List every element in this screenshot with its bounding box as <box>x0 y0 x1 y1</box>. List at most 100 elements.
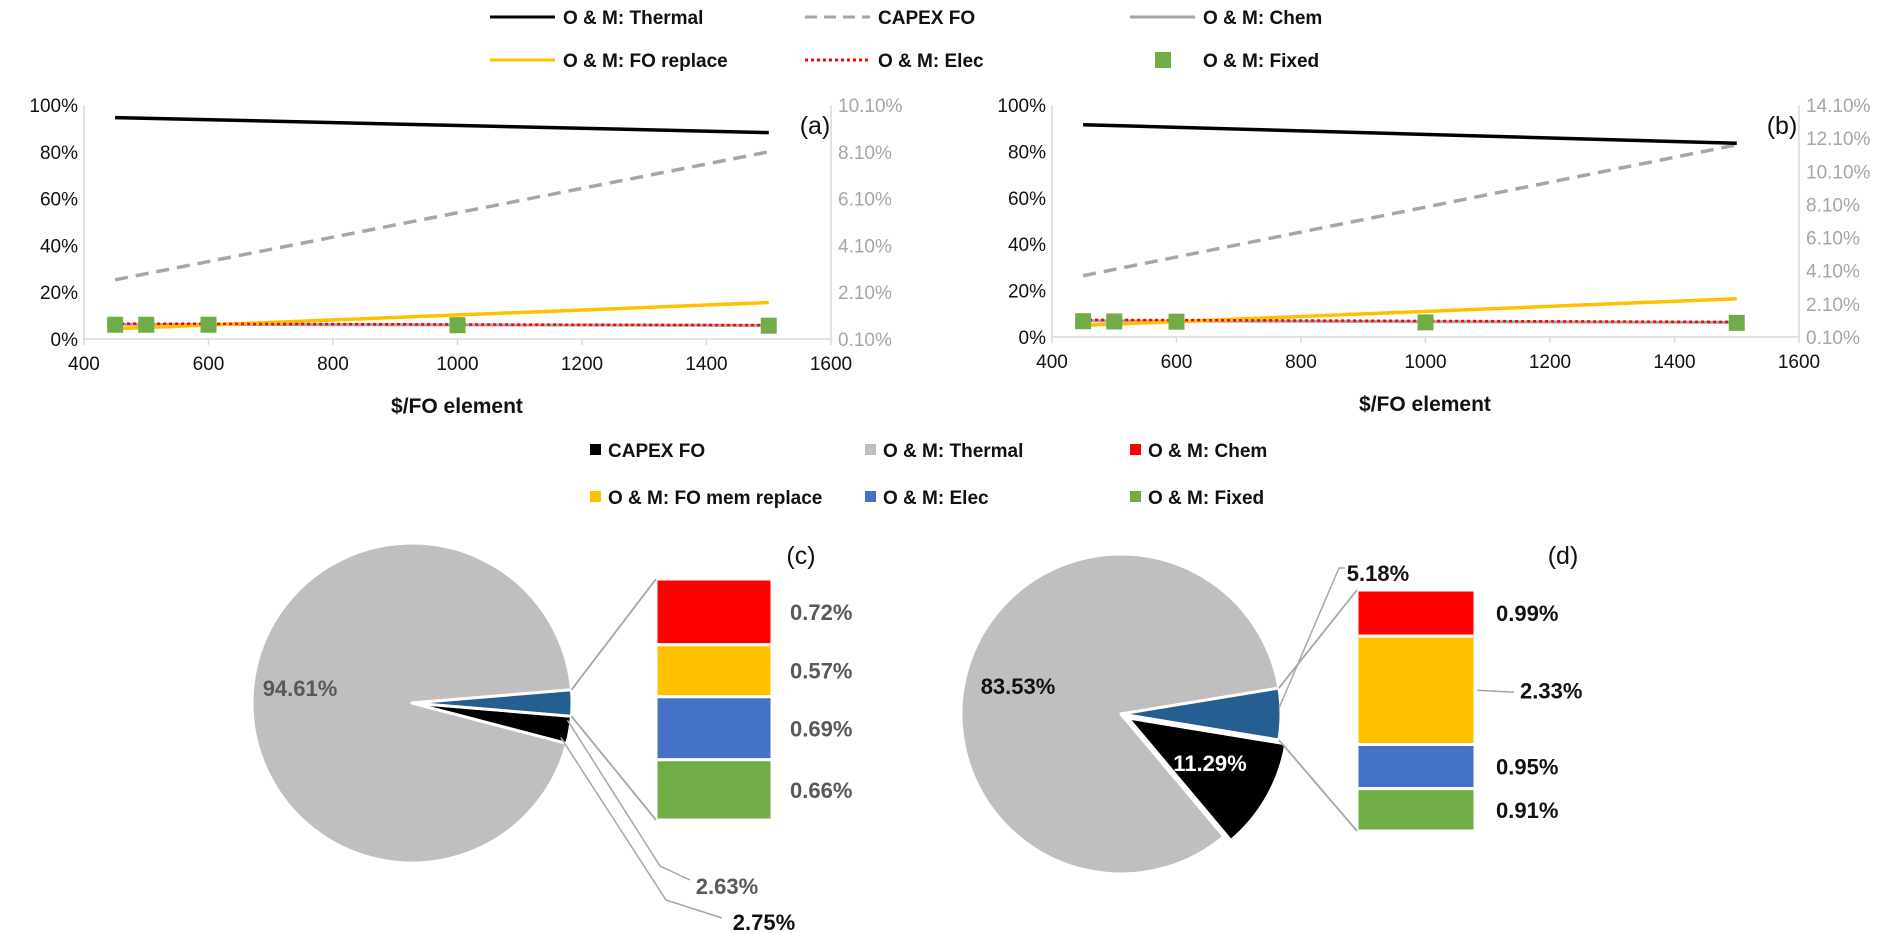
pie-leader-other <box>1278 567 1345 709</box>
breakdown-label-o-m-fo-mem-replace: 0.57% <box>790 659 852 684</box>
pie-label-thermal: 83.53% <box>981 674 1056 699</box>
breakdown-label-o-m-fo-mem-replace: 2.33% <box>1520 678 1582 703</box>
bar-of-pie-connector-top <box>570 578 657 691</box>
series-o-m-fixed-marker <box>760 317 777 334</box>
breakdown-leader-line <box>1476 689 1515 694</box>
series-o-m-fixed-marker <box>1168 313 1185 330</box>
right-y-tick-label: 0.10% <box>1806 328 1860 349</box>
line-chart-legend: O & M: Thermal CAPEX FO O & M: Chem O & M: … <box>490 8 1322 72</box>
breakdown-bar-o-m-elec <box>1355 742 1477 791</box>
right-y-tick-label: 2.10% <box>1806 295 1860 316</box>
series-o-m-fixed-marker <box>138 316 155 333</box>
line-chart-a: 400 600 800 1000 1200 1400 1600 0% 20% 40% 60% 80% 1… <box>29 96 902 418</box>
breakdown-bar-o-m-chem <box>654 577 774 647</box>
pie-label-other: 5.18% <box>1347 561 1409 586</box>
breakdown-bar-o-m-fixed <box>654 758 774 822</box>
pie-legend-o-m-fo-mem-replace-swatch <box>590 491 601 502</box>
pie-legend-capex-fo-swatch <box>590 444 601 455</box>
bar-of-pie-connector-bottom <box>1278 739 1358 832</box>
left-y-tick-label: 20% <box>40 283 78 304</box>
breakdown-label-o-m-fixed: 0.91% <box>1496 798 1558 823</box>
right-y-tick-label: 12.10% <box>1806 129 1871 150</box>
pie-legend-o-m-elec-label: O & M: Elec <box>883 488 989 509</box>
pie-label-capex-fo: 2.75% <box>733 910 795 933</box>
x-tick-label: 1200 <box>1529 352 1571 373</box>
pie-legend-o-m-elec-swatch <box>865 491 876 502</box>
pie-label-thermal: 94.61% <box>263 676 338 701</box>
pie-legend-o-m-fixed-swatch <box>1130 491 1141 502</box>
right-y-tick-label: 6.10% <box>1806 229 1860 250</box>
left-y-tick-label: 0% <box>51 330 79 351</box>
pie-legend-o-m-thermal-swatch <box>865 444 876 455</box>
pie-chart-d: 0.99% 2.33% 0.95% 0.91% 83.53% 11.29% 5.18% (d) <box>959 542 1582 876</box>
left-y-tick-label: 40% <box>40 236 78 257</box>
series-o-m-thermal-line <box>1083 122 1737 146</box>
left-y-tick-label: 40% <box>1008 235 1046 256</box>
series-o-m-elec-line <box>115 322 769 327</box>
series-o-m-elec-line <box>1083 318 1737 324</box>
pie-label-capex-fo: 11.29% <box>1173 751 1246 776</box>
pie-slice-other <box>1119 686 1283 742</box>
x-tick-label: 1400 <box>1653 352 1695 373</box>
pie-slice-capex-fo <box>1126 716 1288 842</box>
legend-o-m-fixed-marker <box>1155 52 1171 68</box>
panel-label: (d) <box>1548 542 1579 570</box>
bar-of-pie-connector-bottom <box>570 715 657 821</box>
left-y-tick-label: 60% <box>40 190 78 211</box>
pie-leader-capex-fo <box>560 737 723 919</box>
right-y-tick-label: 10.10% <box>1806 162 1871 183</box>
x-tick-label: 400 <box>68 354 100 375</box>
series-capex-fo-line <box>1082 143 1738 278</box>
x-tick-label: 1600 <box>1778 352 1820 373</box>
legend-o-m-elec-label: O & M: Elec <box>878 51 984 72</box>
series-o-m-thermal-line <box>115 115 769 135</box>
panel-label: (a) <box>800 112 831 140</box>
right-y-tick-label: 4.10% <box>838 236 892 257</box>
pie-slice-other <box>410 688 574 718</box>
breakdown-bar-o-m-fo-mem-replace <box>654 643 774 699</box>
bar-of-pie-connector-top <box>1278 589 1358 689</box>
right-y-tick-label: 14.10% <box>1806 96 1871 117</box>
pie-legend-o-m-fixed-label: O & M: Fixed <box>1148 488 1264 509</box>
left-y-tick-label: 20% <box>1008 282 1046 303</box>
pie-legend-o-m-thermal-label: O & M: Thermal <box>883 441 1023 462</box>
right-y-tick-label: 2.10% <box>838 283 892 304</box>
x-tick-label: 1600 <box>810 354 852 375</box>
pie-label-other: 2.63% <box>696 874 758 899</box>
x-axis-title: $/FO element <box>391 395 523 418</box>
left-y-tick-label: 100% <box>997 96 1046 117</box>
right-y-tick-label: 0.10% <box>838 330 892 351</box>
x-axis-title: $/FO element <box>1359 393 1491 416</box>
left-y-tick-label: 60% <box>1008 189 1046 210</box>
right-y-tick-label: 6.10% <box>838 190 892 211</box>
x-tick-label: 800 <box>1285 352 1317 373</box>
right-y-tick-label: 4.10% <box>1806 262 1860 283</box>
series-capex-fo-line <box>114 150 770 282</box>
pie-legend-o-m-chem-label: O & M: Chem <box>1148 441 1267 462</box>
breakdown-bar-o-m-chem <box>1355 588 1477 638</box>
series-o-m-fixed-marker <box>1728 314 1745 331</box>
series-o-m-fixed-marker <box>449 317 466 334</box>
x-tick-label: 600 <box>1161 352 1193 373</box>
right-y-tick-label: 10.10% <box>838 96 903 117</box>
left-y-tick-label: 0% <box>1019 328 1047 349</box>
breakdown-label-o-m-chem: 0.99% <box>1496 601 1558 626</box>
x-tick-label: 1400 <box>685 354 727 375</box>
breakdown-bar-o-m-elec <box>654 695 774 762</box>
left-y-tick-label: 80% <box>40 143 78 164</box>
series-o-m-fixed-marker <box>1106 313 1123 330</box>
pie-chart-c: 0.72% 0.57% 0.69% 0.66% 94.61% 2.75% 2.63% (c) <box>250 541 852 933</box>
x-tick-label: 1200 <box>561 354 603 375</box>
series-o-m-fixed-marker <box>1075 313 1092 330</box>
x-tick-label: 400 <box>1036 352 1068 373</box>
series-o-m-fixed-marker <box>1417 314 1434 331</box>
breakdown-bar-o-m-fixed <box>1355 787 1477 833</box>
line-chart-b: 400 600 800 1000 1200 1400 1600 0% 20% 40% 60% 80% 1… <box>997 96 1870 416</box>
breakdown-label-o-m-elec: 0.69% <box>790 716 852 741</box>
x-tick-label: 600 <box>193 354 225 375</box>
legend-o-m-fixed-label: O & M: Fixed <box>1203 51 1319 72</box>
pie-leader-other <box>566 719 691 881</box>
series-o-m-fixed-marker <box>200 316 217 333</box>
breakdown-bar-o-m-fo-mem-replace <box>1355 634 1477 746</box>
x-tick-label: 1000 <box>436 354 478 375</box>
